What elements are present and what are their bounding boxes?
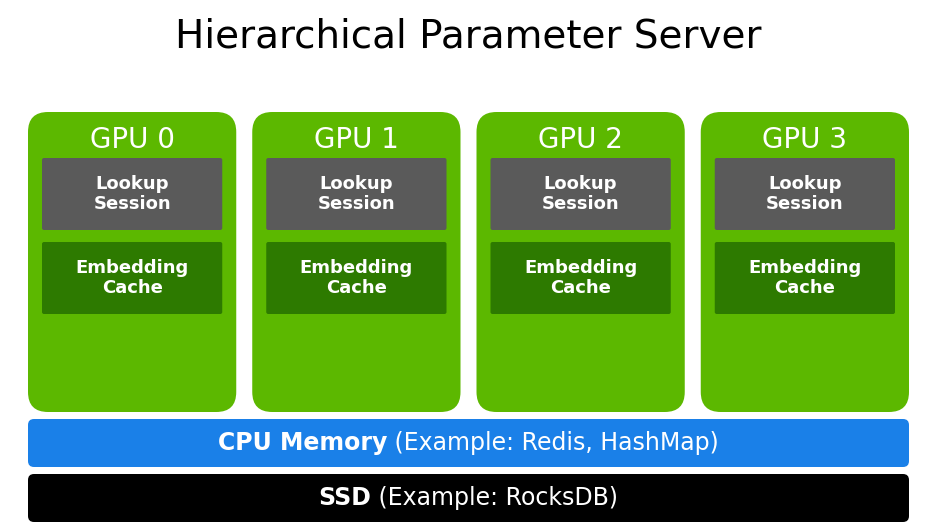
Text: Lookup
Session: Lookup Session (317, 174, 395, 213)
Text: GPU 0: GPU 0 (90, 126, 174, 154)
Text: (Example: RocksDB): (Example: RocksDB) (371, 486, 618, 510)
Text: Embedding
Cache: Embedding Cache (300, 259, 413, 297)
FancyBboxPatch shape (42, 158, 222, 230)
Text: GPU 3: GPU 3 (762, 126, 846, 154)
FancyBboxPatch shape (266, 158, 446, 230)
Text: GPU 1: GPU 1 (314, 126, 399, 154)
Text: Lookup
Session: Lookup Session (94, 174, 170, 213)
Text: Lookup
Session: Lookup Session (541, 174, 619, 213)
FancyBboxPatch shape (490, 242, 670, 314)
FancyBboxPatch shape (700, 112, 908, 412)
Text: Lookup
Session: Lookup Session (766, 174, 842, 213)
FancyBboxPatch shape (476, 112, 684, 412)
Text: Hierarchical Parameter Server: Hierarchical Parameter Server (175, 18, 761, 56)
FancyBboxPatch shape (266, 242, 446, 314)
FancyBboxPatch shape (714, 242, 894, 314)
FancyBboxPatch shape (28, 419, 908, 467)
Text: Embedding
Cache: Embedding Cache (523, 259, 636, 297)
Text: Embedding
Cache: Embedding Cache (76, 259, 188, 297)
Text: Embedding
Cache: Embedding Cache (748, 259, 860, 297)
FancyBboxPatch shape (252, 112, 460, 412)
FancyBboxPatch shape (714, 158, 894, 230)
FancyBboxPatch shape (42, 242, 222, 314)
Text: GPU 2: GPU 2 (537, 126, 622, 154)
FancyBboxPatch shape (28, 474, 908, 522)
Text: CPU Memory: CPU Memory (218, 431, 387, 455)
Text: (Example: Redis, HashMap): (Example: Redis, HashMap) (387, 431, 718, 455)
Text: SSD: SSD (318, 486, 371, 510)
FancyBboxPatch shape (28, 112, 236, 412)
FancyBboxPatch shape (490, 158, 670, 230)
